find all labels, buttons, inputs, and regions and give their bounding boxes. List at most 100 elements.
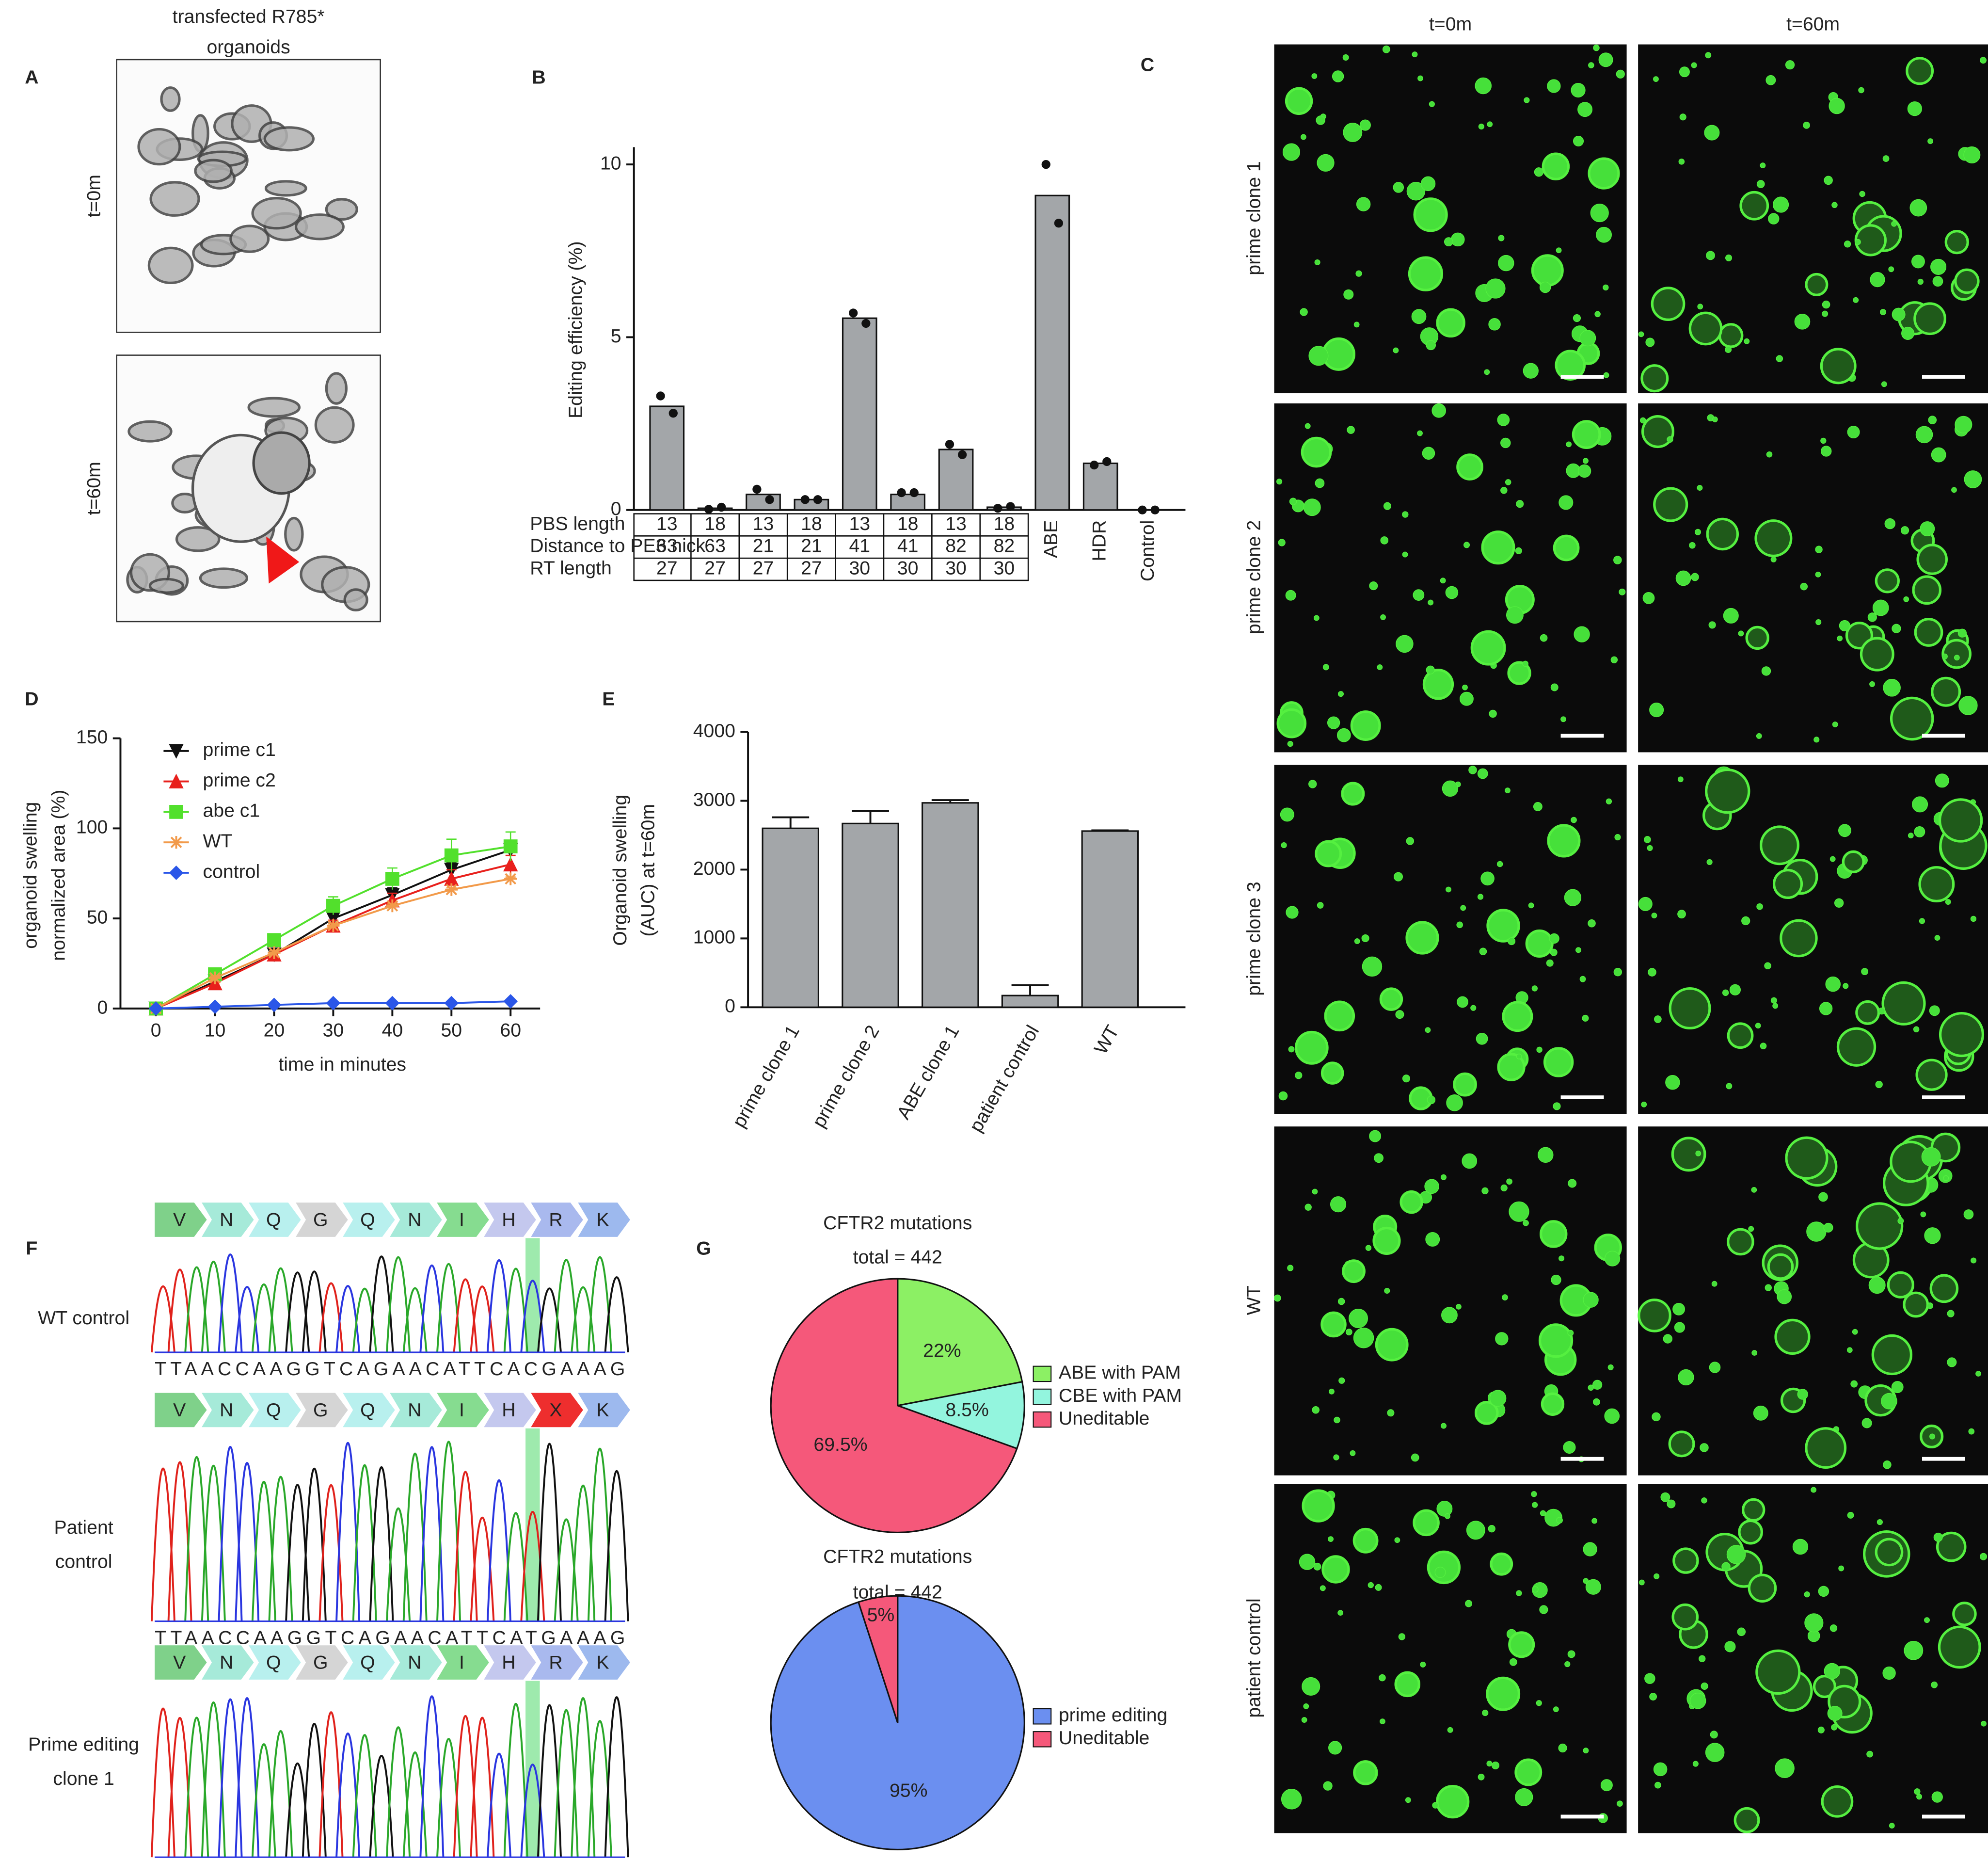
organoid bbox=[1300, 134, 1306, 140]
organoid bbox=[1741, 916, 1750, 926]
organoid bbox=[1505, 479, 1511, 485]
organoid bbox=[1278, 1091, 1288, 1101]
organoid bbox=[1547, 824, 1581, 858]
marker bbox=[268, 946, 281, 959]
organoid bbox=[1594, 311, 1601, 318]
y-tick-label: 1000 bbox=[693, 927, 735, 948]
data-point bbox=[717, 502, 726, 512]
organoid bbox=[1550, 948, 1558, 956]
row-label: prime clone 2 bbox=[1243, 520, 1265, 634]
organoid bbox=[1867, 612, 1877, 622]
marker bbox=[385, 872, 399, 886]
organoid bbox=[1477, 894, 1484, 900]
residue-label: K bbox=[596, 1399, 609, 1421]
highlight bbox=[525, 1428, 540, 1621]
legend-label: prime c2 bbox=[203, 770, 275, 791]
bar bbox=[1001, 995, 1059, 1008]
organoid bbox=[1929, 1005, 1940, 1016]
organoid bbox=[1394, 872, 1403, 882]
organoid bbox=[1755, 1023, 1761, 1029]
organoid bbox=[1400, 1190, 1423, 1214]
organoid bbox=[1900, 526, 1909, 535]
organoid bbox=[1765, 75, 1776, 85]
organoid bbox=[1815, 572, 1821, 578]
organoid bbox=[1829, 856, 1836, 862]
data-point bbox=[861, 319, 871, 328]
organoid bbox=[1477, 768, 1488, 779]
organoid bbox=[1697, 485, 1703, 491]
organoid bbox=[1677, 776, 1684, 783]
residue-label: R bbox=[549, 1652, 562, 1673]
marker bbox=[326, 995, 341, 1011]
organoid bbox=[1592, 1398, 1600, 1406]
organoid bbox=[1374, 1153, 1384, 1163]
organoid bbox=[1892, 624, 1901, 633]
pie-slice bbox=[897, 1278, 1023, 1407]
organoid bbox=[1815, 619, 1822, 626]
organoid bbox=[1861, 1418, 1872, 1428]
organoid bbox=[1553, 1706, 1559, 1713]
organoid bbox=[1869, 681, 1875, 687]
table-cell: 18 bbox=[897, 513, 919, 534]
organoid bbox=[1751, 1350, 1758, 1356]
residue-label: Q bbox=[266, 1652, 281, 1673]
organoid bbox=[1365, 1245, 1372, 1251]
organoid bbox=[1276, 479, 1283, 485]
organoid bbox=[1603, 284, 1609, 291]
organoid bbox=[1571, 817, 1577, 823]
organoid bbox=[1583, 1292, 1599, 1308]
organoid bbox=[1915, 1059, 1948, 1091]
organoid bbox=[1980, 57, 1987, 64]
organoid bbox=[1607, 1364, 1614, 1370]
organoid bbox=[1337, 691, 1344, 697]
organoid bbox=[1573, 314, 1581, 322]
organoid bbox=[1711, 1281, 1718, 1287]
organoid bbox=[1515, 547, 1522, 554]
organoid bbox=[1907, 101, 1922, 116]
organoid bbox=[1428, 599, 1434, 606]
micrograph bbox=[1274, 403, 1627, 753]
organoid bbox=[1495, 1332, 1509, 1346]
residue bbox=[437, 1203, 489, 1237]
panel-title: organoids bbox=[207, 36, 290, 58]
organoid bbox=[1393, 347, 1399, 353]
organoid bbox=[1462, 684, 1468, 690]
organoid bbox=[1425, 1027, 1431, 1033]
organoid bbox=[1638, 1579, 1645, 1586]
data-point bbox=[800, 495, 810, 504]
organoid bbox=[1911, 255, 1925, 269]
residue-label: H bbox=[502, 1209, 515, 1230]
residue-label: X bbox=[549, 1399, 562, 1421]
organoid bbox=[148, 578, 184, 594]
organoid bbox=[194, 159, 233, 183]
organoid bbox=[1753, 1405, 1768, 1421]
organoid bbox=[1672, 1302, 1685, 1316]
organoid bbox=[1332, 70, 1344, 82]
organoid bbox=[1725, 254, 1733, 261]
organoid bbox=[1775, 1758, 1795, 1778]
organoid bbox=[1897, 1218, 1904, 1224]
x-tick-label: HDR bbox=[1089, 520, 1110, 562]
organoid bbox=[1285, 590, 1296, 601]
x-tick-label: 0 bbox=[151, 1019, 161, 1041]
organoid bbox=[1914, 826, 1925, 837]
organoid bbox=[1302, 1677, 1320, 1696]
residue bbox=[484, 1645, 536, 1680]
organoid bbox=[1794, 314, 1811, 330]
organoid bbox=[1968, 1428, 1975, 1435]
data-point bbox=[909, 488, 919, 497]
organoid bbox=[1725, 346, 1732, 353]
organoid bbox=[1287, 1265, 1294, 1271]
organoid bbox=[1456, 921, 1463, 929]
bar bbox=[1082, 462, 1118, 511]
organoid bbox=[1556, 247, 1562, 254]
organoid bbox=[1355, 270, 1362, 277]
y-tick-label: 0 bbox=[725, 995, 735, 1017]
organoid bbox=[1926, 1302, 1934, 1309]
organoid bbox=[1640, 364, 1669, 393]
organoid bbox=[1931, 676, 1961, 707]
organoid bbox=[1516, 1590, 1522, 1596]
organoid bbox=[1456, 453, 1483, 481]
organoid bbox=[1919, 918, 1925, 924]
organoid bbox=[1453, 1072, 1477, 1097]
